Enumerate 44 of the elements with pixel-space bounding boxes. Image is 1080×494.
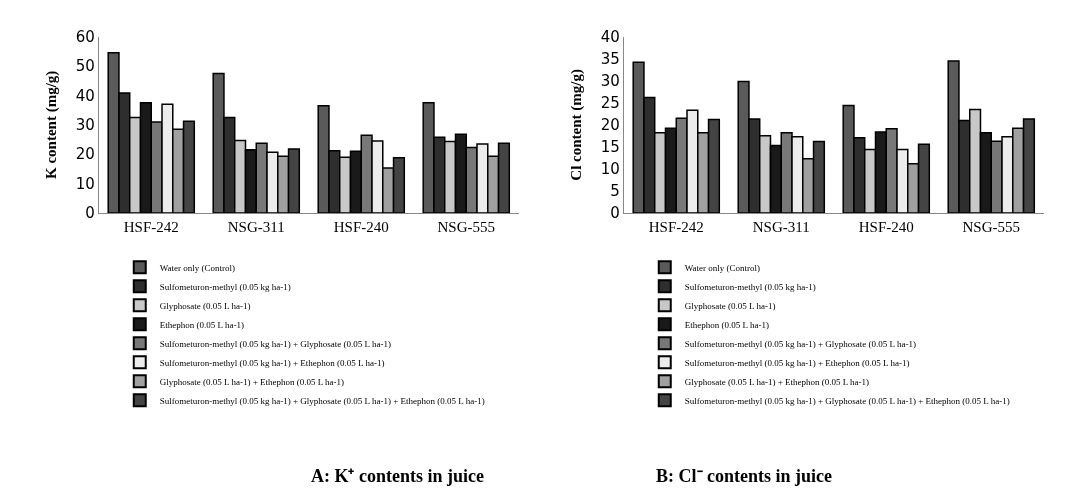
legend-label: Sulfometuron-methyl (0.05 kg ha-1) xyxy=(159,281,291,292)
x-tick-label: HSF-240 xyxy=(333,219,389,236)
y-tick-label: 60 xyxy=(75,27,95,46)
legend-label: Sulfometuron-methyl (0.05 kg ha-1) + Glyphosate (0.05 L ha-1) + Ethephon (0.05 L ha-1) xyxy=(684,395,1010,406)
y-tick-label: 40 xyxy=(75,86,95,105)
y-tick-label: 10 xyxy=(75,174,95,193)
y-tick-label: 25 xyxy=(600,94,620,113)
legend-label: Sulfometuron-methyl (0.05 kg ha-1) + Ethephon (0.05 L ha-1) xyxy=(159,357,385,368)
y-axis-title: Cl content (mg/g) xyxy=(567,69,585,181)
legend-label: Water only (Control) xyxy=(684,262,761,273)
legend-label: Sulfometuron-methyl (0.05 kg ha-1) + Glyphosate (0.05 L ha-1) + Ethephon (0.05 L ha-1) xyxy=(159,395,485,406)
x-tick-label: HSF-240 xyxy=(858,219,914,236)
legend-label: Glyphosate (0.05 L ha-1) xyxy=(684,300,776,311)
legend-label: Ethephon (0.05 L ha-1) xyxy=(159,319,244,330)
legend-label: Ethephon (0.05 L ha-1) xyxy=(684,319,769,330)
legend-label: Water only (Control) xyxy=(159,262,236,273)
legend-label: Sulfometuron-methyl (0.05 kg ha-1) + Glyphosate (0.05 L ha-1) xyxy=(684,338,916,349)
x-tick-label: NSG-311 xyxy=(752,219,810,236)
legend-label: Glyphosate (0.05 L ha-1) + Ethephon (0.05 L ha-1) xyxy=(159,376,345,387)
y-axis-title: K content (mg/g) xyxy=(42,70,60,179)
y-tick-label: 40 xyxy=(600,27,620,46)
y-tick-label: 10 xyxy=(600,160,620,179)
y-tick-label: 20 xyxy=(75,145,95,164)
y-tick-label: 5 xyxy=(610,182,620,201)
y-tick-label: 50 xyxy=(75,57,95,76)
y-tick-label: 30 xyxy=(75,116,95,135)
y-tick-label: 15 xyxy=(600,138,620,157)
legend-label: Sulfometuron-methyl (0.05 kg ha-1) xyxy=(684,281,816,292)
legend-label: Sulfometuron-methyl (0.05 kg ha-1) + Ethephon (0.05 L ha-1) xyxy=(684,357,910,368)
text: A: K⁺ contents in juice xyxy=(311,466,484,486)
legend-label: Glyphosate (0.05 L ha-1) + Ethephon (0.05 L ha-1) xyxy=(684,376,870,387)
y-tick-label: 0 xyxy=(85,204,95,223)
x-tick-label: HSF-242 xyxy=(648,219,704,236)
legend-label: Sulfometuron-methyl (0.05 kg ha-1) + Glyphosate (0.05 L ha-1) xyxy=(159,338,391,349)
x-tick-label: NSG-311 xyxy=(227,219,285,236)
y-tick-label: 0 xyxy=(610,204,620,223)
x-tick-label: HSF-242 xyxy=(123,219,179,236)
text: B: Cl⁻ contents in juice xyxy=(656,466,832,486)
y-tick-label: 35 xyxy=(600,49,620,68)
y-tick-label: 20 xyxy=(600,116,620,135)
y-tick-label: 30 xyxy=(600,71,620,90)
x-tick-label: NSG-555 xyxy=(962,219,1021,236)
x-tick-label: NSG-555 xyxy=(437,219,496,236)
legend-label: Glyphosate (0.05 L ha-1) xyxy=(159,300,251,311)
